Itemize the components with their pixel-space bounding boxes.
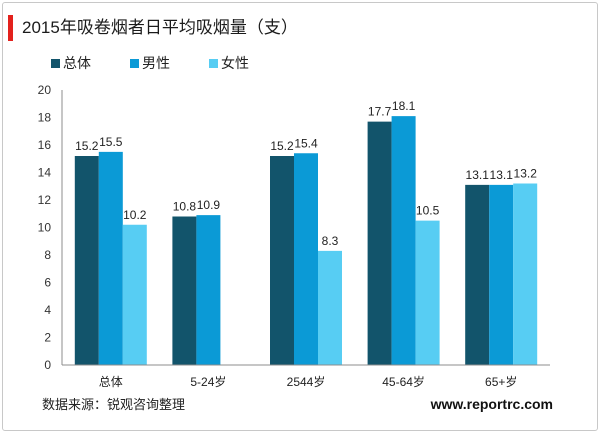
data-label-series-0-category-3: 17.7 bbox=[368, 105, 392, 119]
data-label-series-2-category-4: 13.2 bbox=[514, 167, 538, 181]
x-category-label-3: 45-64岁 bbox=[382, 374, 425, 389]
x-category-label-4: 65+岁 bbox=[485, 374, 517, 389]
legend-item-male: 男性 bbox=[130, 54, 209, 72]
data-label-series-0-category-0: 15.2 bbox=[75, 139, 99, 153]
y-tick-label-0: 0 bbox=[44, 358, 51, 372]
bar-series-2-category-3 bbox=[415, 220, 440, 365]
y-tick-label-5: 10 bbox=[38, 221, 52, 235]
bar-series-1-category-3 bbox=[391, 116, 416, 365]
data-label-series-2-category-2: 8.3 bbox=[322, 234, 339, 248]
bar-series-2-category-2 bbox=[318, 250, 342, 365]
chart-header: 2015年吸卷烟者日平均吸烟量（支） bbox=[8, 14, 298, 42]
legend-label-male: 男性 bbox=[142, 55, 170, 71]
x-category-label-1: 5-24岁 bbox=[190, 374, 226, 389]
y-tick-label-2: 4 bbox=[44, 303, 51, 317]
data-source-note: 数据来源：锐观咨询整理 bbox=[42, 397, 186, 412]
bar-series-2-category-0 bbox=[122, 224, 147, 365]
y-tick-label-8: 16 bbox=[38, 138, 52, 152]
data-label-series-1-category-2: 15.4 bbox=[294, 136, 318, 150]
legend-label-female: 女性 bbox=[221, 55, 249, 71]
data-label-series-1-category-0: 15.5 bbox=[99, 135, 123, 149]
bar-series-0-category-3 bbox=[367, 121, 392, 365]
title-accent-bar bbox=[8, 15, 13, 41]
data-label-series-2-category-3: 10.5 bbox=[416, 204, 440, 218]
bar-series-1-category-1 bbox=[196, 215, 221, 365]
y-tick-label-10: 20 bbox=[38, 83, 52, 97]
data-label-series-1-category-1: 10.9 bbox=[197, 198, 221, 212]
data-label-series-0-category-1: 10.8 bbox=[173, 200, 197, 214]
bar-series-0-category-2 bbox=[270, 156, 294, 365]
x-category-label-0: 总体 bbox=[99, 375, 123, 389]
legend-item-overall: 总体 bbox=[51, 54, 130, 72]
bar-series-2-category-4 bbox=[513, 183, 538, 365]
data-labels: 15.2 15.510.210.8 10.915.2 15.48.317.7 18.11… bbox=[75, 99, 537, 248]
bar-series-1-category-2 bbox=[294, 153, 318, 365]
y-tick-label-3: 6 bbox=[44, 276, 51, 290]
y-axis-tick-labels: 0 2 4 6 8 10 12 14 16 18 20 bbox=[38, 83, 52, 372]
y-tick-label-4: 8 bbox=[44, 248, 51, 262]
y-tick-label-9: 18 bbox=[38, 111, 52, 125]
bar-series-0-category-0 bbox=[74, 156, 99, 365]
legend-swatch-overall bbox=[51, 58, 60, 68]
data-label-series-1-category-3: 18.1 bbox=[392, 99, 416, 113]
website-watermark: www.reportrc.com bbox=[430, 396, 553, 412]
bar-series-group bbox=[74, 116, 538, 365]
legend-item-female: 女性 bbox=[209, 54, 288, 72]
bar-series-1-category-0 bbox=[98, 151, 123, 365]
chart-legend: 总体 男性 女性 bbox=[51, 54, 288, 72]
x-axis-category-labels: 总体 5-24岁 2544岁 45-64岁 65+岁 bbox=[99, 374, 518, 389]
y-tick-label-1: 2 bbox=[44, 331, 51, 345]
y-tick-label-7: 14 bbox=[38, 166, 52, 180]
data-label-series-1-category-4: 13.1 bbox=[490, 168, 514, 182]
data-label-series-0-category-2: 15.2 bbox=[270, 139, 294, 153]
legend-label-overall: 总体 bbox=[63, 55, 91, 71]
x-category-label-2: 2544岁 bbox=[287, 374, 326, 389]
chart-title: 2015年吸卷烟者日平均吸烟量（支） bbox=[22, 18, 298, 37]
data-label-series-2-category-0: 10.2 bbox=[123, 208, 147, 222]
y-tick-label-6: 12 bbox=[38, 193, 52, 207]
data-label-series-0-category-4: 13.1 bbox=[466, 168, 490, 182]
bar-series-1-category-4 bbox=[489, 184, 514, 365]
bar-series-0-category-4 bbox=[465, 184, 490, 365]
legend-swatch-female bbox=[209, 58, 218, 68]
legend-swatch-male bbox=[130, 58, 139, 68]
bar-series-0-category-1 bbox=[172, 216, 197, 365]
